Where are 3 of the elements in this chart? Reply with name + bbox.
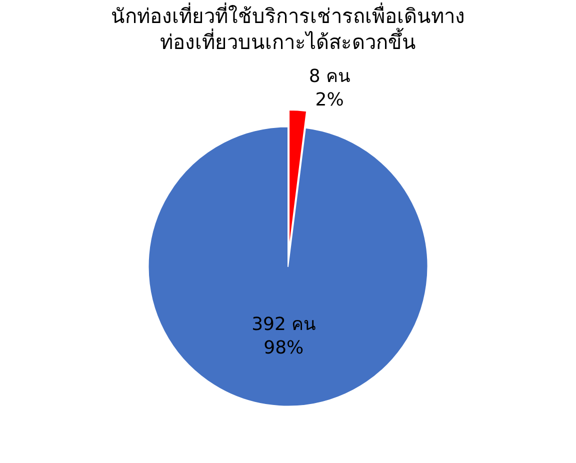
chart-title: นักท่องเที่ยวที่ใช้บริการเช่ารถเพื่อเดินทาง ท่องเที่ยวบนเกาะได้สะดวกขึ้น [111,2,465,54]
data-label: 8 คน 2% [308,66,350,110]
data-label: 392 คน 98% [252,314,316,358]
